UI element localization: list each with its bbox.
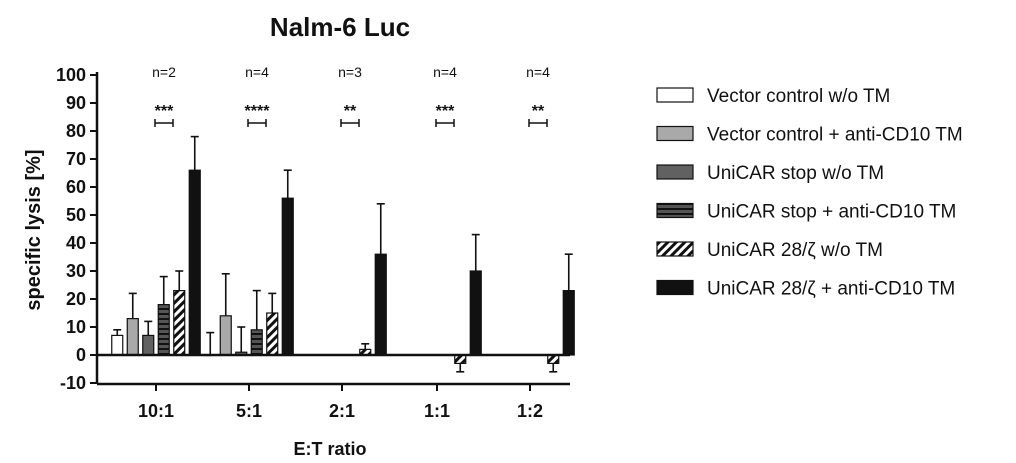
y-tick-label: 50	[66, 205, 86, 225]
x-tick-label: 1:2	[517, 401, 543, 421]
y-tick-label: 20	[66, 289, 86, 309]
y-tick-label: 0	[76, 345, 86, 365]
legend-label: UniCAR stop w/o TM	[707, 163, 884, 184]
y-tick-label: 100	[56, 65, 86, 85]
legend-swatch	[656, 202, 694, 219]
bar	[111, 334, 124, 356]
legend-label: UniCAR 28/ζ w/o TM	[707, 240, 883, 261]
bar	[250, 329, 263, 356]
significance-label: ***	[436, 103, 455, 120]
bar	[173, 290, 186, 356]
bar	[157, 304, 170, 356]
significance-label: **	[344, 103, 357, 120]
axis-ticks: -10 0 10 20 30 40 50 60 70 80 90 100 10:1 5:1 2:1 1:1 1:…	[56, 65, 570, 421]
x-tick-label: 10:1	[138, 401, 174, 421]
legend-label: Vector control w/o TM	[707, 86, 890, 107]
legend: Vector control w/o TM Vector control + an…	[656, 86, 963, 300]
bars	[111, 135, 575, 373]
x-tick-label: 5:1	[236, 401, 262, 421]
significance-label: **	[532, 103, 545, 120]
bar	[281, 197, 294, 356]
legend-label: UniCAR 28/ζ + anti-CD10 TM	[707, 279, 955, 300]
legend-label: UniCAR stop + anti-CD10 TM	[707, 202, 956, 223]
y-tick-label: 60	[66, 177, 86, 197]
y-tick-label: -10	[60, 373, 86, 393]
n-label: n=3	[338, 64, 362, 80]
chart-title: Nalm-6 Luc	[270, 12, 410, 42]
bar	[126, 318, 139, 356]
n-label: n=4	[433, 64, 457, 80]
y-tick-label: 90	[66, 93, 86, 113]
significance-label: ****	[245, 103, 271, 120]
significance-label: ***	[155, 103, 174, 120]
x-tick-label: 2:1	[329, 401, 355, 421]
legend-swatch	[656, 164, 694, 180]
n-label: n=4	[526, 64, 550, 80]
y-tick-label: 80	[66, 121, 86, 141]
bar	[266, 312, 279, 356]
bar	[547, 354, 560, 364]
legend-swatch	[656, 279, 694, 296]
legend-label: Vector control + anti-CD10 TM	[707, 125, 963, 146]
y-tick-label: 30	[66, 261, 86, 281]
bar	[142, 334, 155, 356]
bar	[188, 169, 201, 356]
n-label: n=2	[152, 64, 176, 80]
y-axis-label: specific lysis [%]	[23, 149, 45, 310]
legend-swatch	[656, 87, 694, 103]
annotations: n=2 *** n=4 **** n=3 ** n=4 *** n=4 **	[152, 64, 550, 127]
y-tick-label: 40	[66, 233, 86, 253]
legend-swatch	[656, 125, 694, 142]
bar	[454, 354, 467, 364]
x-tick-label: 1:1	[424, 401, 450, 421]
x-axis-label: E:T ratio	[293, 439, 366, 459]
y-tick-label: 10	[66, 317, 86, 337]
bar	[469, 270, 482, 356]
legend-swatch	[656, 241, 694, 257]
n-label: n=4	[245, 64, 269, 80]
bar	[374, 253, 387, 356]
bar	[562, 290, 575, 356]
y-tick-label: 70	[66, 149, 86, 169]
bar	[219, 315, 232, 356]
